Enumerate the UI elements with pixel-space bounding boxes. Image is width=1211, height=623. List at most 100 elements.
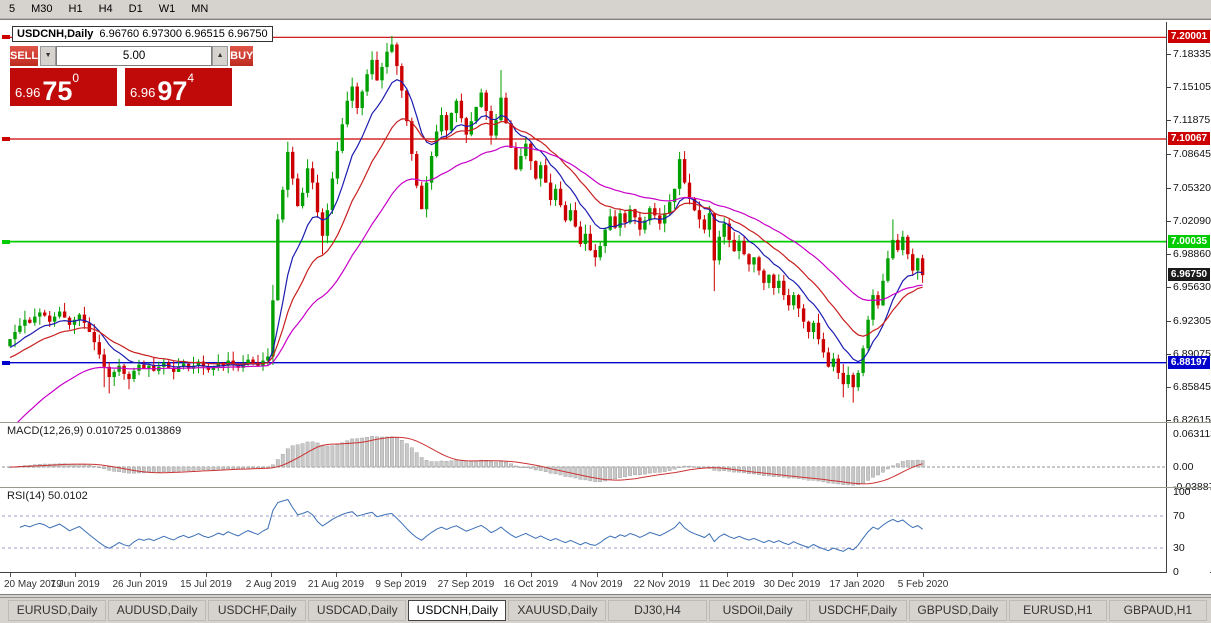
date-tick [271,573,272,577]
date-tick [597,573,598,577]
sell-price-main: 6.96 [15,85,41,100]
date-tick [923,573,924,577]
timeframe-button-m30[interactable]: M30 [31,3,53,15]
level-price-label: 7.10067 [1168,132,1210,145]
chart-tab-dj30-h4[interactable]: DJ30,H4 [608,600,707,621]
rsi-panel[interactable]: RSI(14) 50.0102 [2,488,1166,572]
timeframe-toolbar: 5 M30 H1 H4 D1 W1 MN [0,0,1211,19]
price-tick [1167,321,1171,322]
level-price-label: 7.20001 [1168,30,1210,43]
date-label: 5 Feb 2020 [897,579,949,590]
chart-tab-usdchf-daily[interactable]: USDCHF,Daily [208,600,307,621]
date-label: 16 Oct 2019 [503,579,559,590]
chart-tab-eurusd-h1[interactable]: EURUSD,H1 [1008,600,1107,621]
date-tick [857,573,858,577]
price-scale-label: 6.85845 [1173,381,1211,393]
buy-button[interactable]: BUY [230,46,254,66]
date-label: 9 Sep 2019 [375,579,427,590]
time-axis-line [0,572,1211,573]
chart-tab-xauusd-daily[interactable]: XAUUSD,Daily [508,600,607,621]
date-label: 7 Jun 2019 [50,579,100,590]
price-scale-label: 6.82615 [1173,414,1211,426]
price-scale-label: 7.11875 [1173,114,1211,126]
level-price-label: 7.00035 [1168,235,1210,248]
buy-price-superscript: 4 [187,71,195,85]
buy-price-main: 6.96 [130,85,156,100]
date-label: 22 Nov 2019 [633,579,691,590]
sell-price-big: 75 [42,76,73,107]
timeframe-button-h4[interactable]: H4 [98,3,113,15]
date-tick [531,573,532,577]
date-label: 15 Jul 2019 [180,579,232,590]
date-tick [75,573,76,577]
chart-tab-usdcad-daily[interactable]: USDCAD,Daily [308,600,407,621]
timeframe-button-mn[interactable]: MN [191,3,209,15]
chart-window: USDCNH,Daily 6.96760 6.97300 6.96515 6.96… [0,19,1211,595]
date-label: 4 Nov 2019 [571,579,623,590]
level-left-marker [2,240,10,244]
date-tick [401,573,402,577]
date-tick [662,573,663,577]
level-left-marker [2,361,10,365]
ohlc-values: 6.96760 6.97300 6.96515 6.96750 [99,28,268,40]
timeframe-button-d1[interactable]: D1 [128,3,143,15]
price-tick [1167,254,1171,255]
chart-tab-audusd-daily[interactable]: AUDUSD,Daily [108,600,207,621]
timeframe-button-h1[interactable]: H1 [68,3,83,15]
price-scale-label: 6.98860 [1173,248,1211,260]
panel-separator[interactable] [0,422,1211,423]
chevron-up-icon: ▲ [216,52,224,59]
volume-control: ▼ ▲ [40,46,229,66]
date-tick [792,573,793,577]
volume-decrease-button[interactable]: ▼ [40,46,57,66]
chart-tab-gbpusd-daily[interactable]: GBPUSD,Daily [908,600,1007,621]
macd-panel[interactable]: MACD(12,26,9) 0.010725 0.013869 [2,423,1166,487]
macd-chart [2,436,1166,486]
chevron-down-icon: ▼ [44,52,52,59]
macd-scale-label: 0.063113 [1173,428,1211,440]
price-tick [1167,87,1171,88]
sell-price-display[interactable]: 6.96 75 0 [10,68,117,106]
sell-button[interactable]: SELL [10,46,39,66]
rsi-chart [2,498,1166,552]
date-tick [466,573,467,577]
sell-price-superscript: 0 [72,71,80,85]
chart-tab-usdoil-daily[interactable]: USDOil,Daily [708,600,807,621]
price-scale-label: 6.95630 [1173,281,1211,293]
panel-separator[interactable] [0,487,1211,488]
price-tick [1167,287,1171,288]
rsi-scale-label: 0 [1173,566,1179,578]
price-scale-label: 7.18335 [1173,48,1211,60]
volume-input[interactable] [56,46,213,66]
timeframe-button-w1[interactable]: W1 [158,3,176,15]
date-label: 2 Aug 2019 [245,579,297,590]
date-axis[interactable]: 20 May 2019 7 Jun 2019 26 Jun 2019 15 Jul 2… [2,573,1166,594]
price-tick [1167,54,1171,55]
buy-price-display[interactable]: 6.96 97 4 [125,68,232,106]
price-chart-panel[interactable]: USDCNH,Daily 6.96760 6.97300 6.96515 6.96… [2,22,1166,422]
date-label: 27 Sep 2019 [437,579,495,590]
timeframe-button-5[interactable]: 5 [9,3,16,15]
price-tick [1167,120,1171,121]
chart-tab-gbpaud-h1[interactable]: GBPAUD,H1 [1108,600,1207,621]
date-label: 11 Dec 2019 [699,579,755,590]
rsi-scale-label: 70 [1173,510,1185,522]
current-price-label: 6.96750 [1168,268,1210,281]
level-left-marker [2,35,10,39]
volume-increase-button[interactable]: ▲ [212,46,229,66]
price-scale[interactable]: 7.18335 7.15105 7.11875 7.08645 7.05320 7.020… [1166,22,1211,578]
chart-tab-usdcnh-daily[interactable]: USDCNH,Daily [408,600,507,621]
date-label: 26 Jun 2019 [112,579,168,590]
chart-tab-eurusd-daily[interactable]: EURUSD,Daily [8,600,107,621]
rsi-scale-label: 30 [1173,542,1185,554]
chart-tab-usdchf-daily[interactable]: USDCHF,Daily [808,600,907,621]
price-scale-label: 7.08645 [1173,148,1211,160]
level-price-label: 6.88197 [1168,356,1210,369]
price-tick [1167,221,1171,222]
date-tick [206,573,207,577]
date-tick [140,573,141,577]
macd-label: MACD(12,26,9) 0.010725 0.013869 [7,425,182,437]
price-tick [1167,354,1171,355]
price-tick [1167,420,1171,421]
